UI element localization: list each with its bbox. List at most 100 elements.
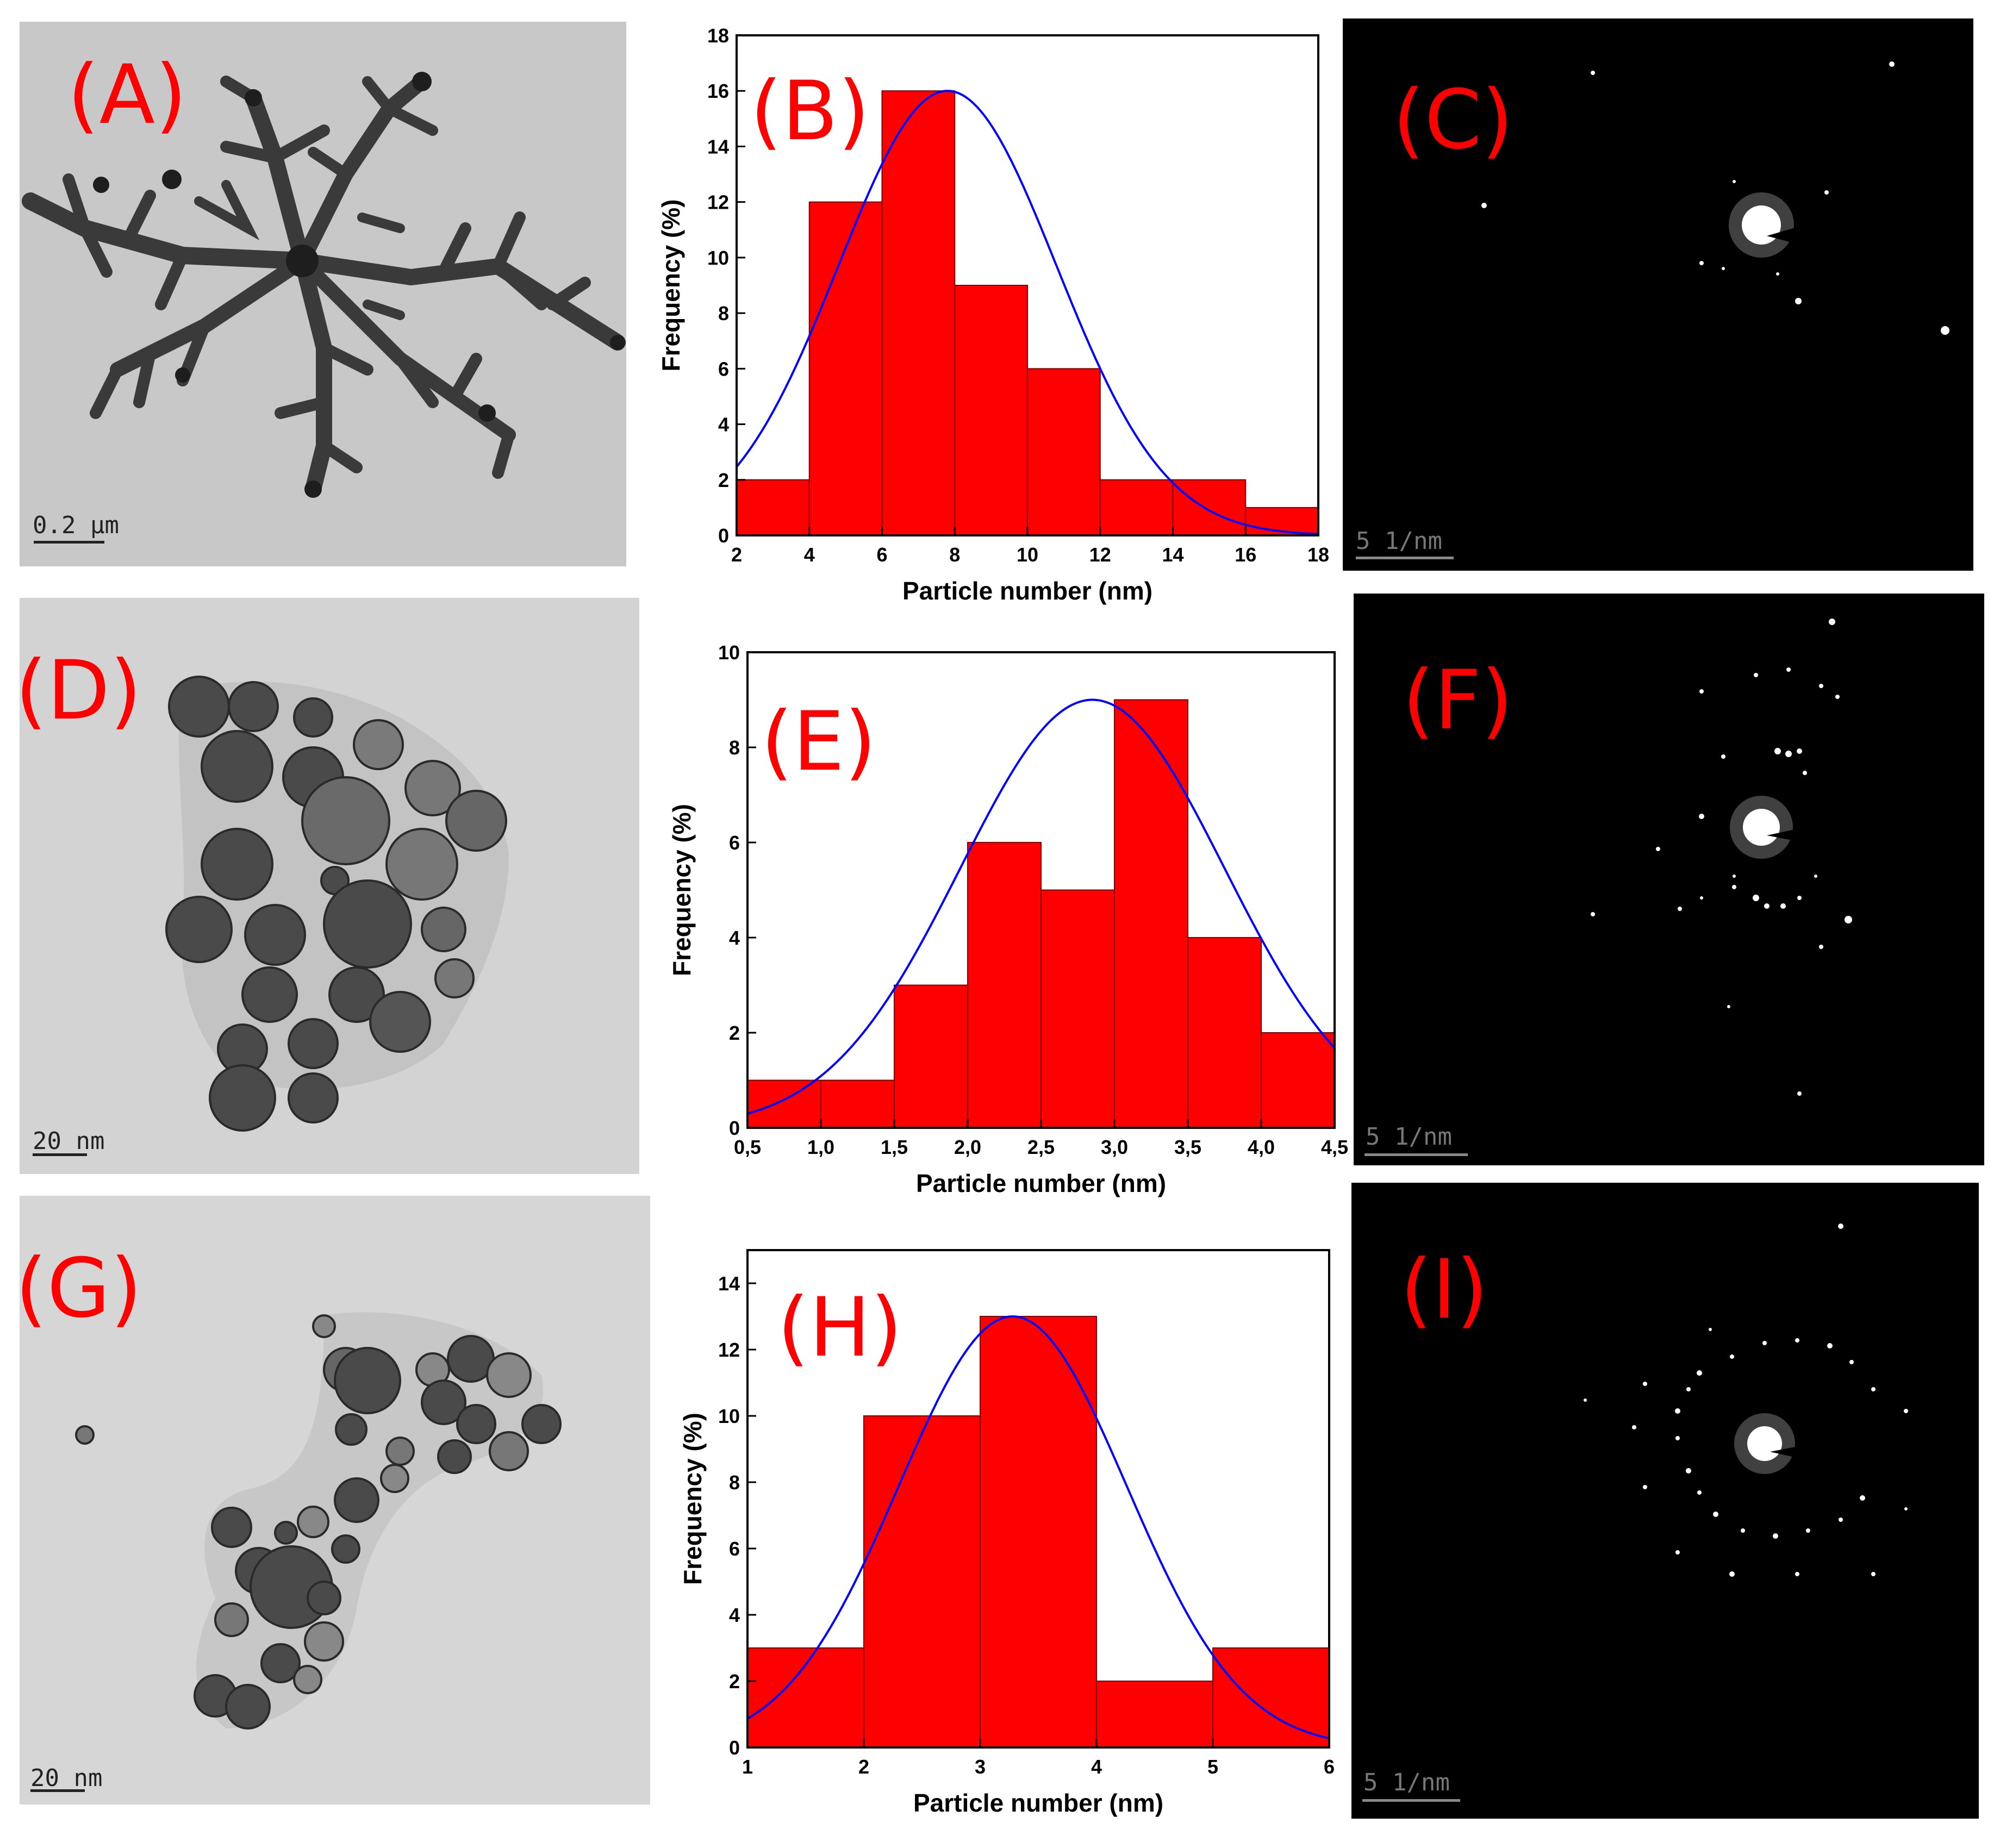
x-tick-label: 2 xyxy=(731,544,742,566)
x-tick-label: 0,5 xyxy=(734,1136,761,1158)
plot-frame xyxy=(746,1249,1330,1749)
x-tick-label: 2 xyxy=(858,1756,869,1778)
histogram-bar xyxy=(1172,479,1247,536)
x-axis-title: Particle number (nm) xyxy=(916,1169,1166,1197)
y-tick-label: 6 xyxy=(729,1538,740,1560)
diffraction-spots xyxy=(1354,594,1984,1165)
scale-bar-line xyxy=(1356,557,1454,559)
y-tick-label: 2 xyxy=(729,1670,740,1693)
x-tick-label: 10 xyxy=(1017,544,1038,566)
scale-bar-label: 5 1/nm xyxy=(1366,1123,1452,1151)
gaussian-fit-line xyxy=(747,698,1336,1115)
panel-label-g: (G) xyxy=(20,1241,142,1336)
tem-image-g: (G) 20 nm xyxy=(20,1196,650,1805)
y-tick-label: 6 xyxy=(718,358,729,380)
scale-bar-label: 0.2 µm xyxy=(33,511,119,539)
y-tick-label: 4 xyxy=(729,927,740,949)
x-tick-label: 1,5 xyxy=(881,1136,908,1158)
y-tick-label: 6 xyxy=(729,832,740,854)
tem-image-a: (A) 0.2 µm xyxy=(20,22,626,566)
saed-pattern-f: (F) 5 1/nm xyxy=(1354,594,1984,1165)
panel-label-f: (F) xyxy=(1403,653,1513,748)
histogram-bar xyxy=(1187,937,1262,1128)
y-axis-title: Frequency (%) xyxy=(657,199,685,372)
panel-label-a: (A) xyxy=(67,48,187,142)
diffraction-spots xyxy=(1351,1183,1979,1819)
x-tick-label: 12 xyxy=(1089,544,1111,566)
y-tick-label: 2 xyxy=(718,469,729,491)
histogram-bar xyxy=(1027,368,1101,536)
x-tick-label: 6 xyxy=(876,544,887,566)
saed-pattern-i: (I) 5 1/nm xyxy=(1351,1183,1979,1819)
x-tick-label: 4 xyxy=(1091,1756,1102,1778)
histogram-bar xyxy=(1099,479,1174,536)
x-tick-label: 3,0 xyxy=(1101,1136,1128,1158)
panel-label-h: (H) xyxy=(777,1281,902,1375)
x-tick-label: 8 xyxy=(949,544,960,566)
panel-label-e: (E) xyxy=(761,695,876,789)
x-tick-label: 4 xyxy=(804,544,815,566)
tem-image-d: (D) 20 nm xyxy=(20,598,639,1174)
scale-bar-line xyxy=(34,541,104,544)
nanoparticles xyxy=(20,1196,650,1805)
panel-label-i: (I) xyxy=(1400,1243,1488,1337)
histogram-h: 1 2 3 4 5 6 0 2 4 6 8 10 12 14 Particle number (nm) Fre… xyxy=(663,1228,1348,1848)
y-tick-label: 0 xyxy=(718,525,729,547)
scale-bar-label: 20 nm xyxy=(30,1764,103,1792)
histogram-bar xyxy=(1212,1647,1330,1748)
x-tick-label: 5 xyxy=(1207,1756,1218,1778)
x-tick-label: 2,5 xyxy=(1027,1136,1055,1158)
scale-bar-line xyxy=(33,1153,87,1156)
y-tick-label: 10 xyxy=(707,247,729,269)
x-tick-label: 2,0 xyxy=(954,1136,981,1158)
y-tick-label: 10 xyxy=(718,641,740,664)
histogram-bar xyxy=(980,1316,1097,1748)
x-tick-label: 14 xyxy=(1162,544,1183,566)
scale-bar-line xyxy=(1365,1153,1468,1156)
histogram-bar xyxy=(808,201,883,536)
panel-label-d: (D) xyxy=(20,644,142,738)
histogram-bar xyxy=(820,1079,895,1128)
y-tick-label: 2 xyxy=(729,1022,740,1044)
histogram-bar xyxy=(967,842,1042,1128)
x-tick-label: 3 xyxy=(975,1756,986,1778)
histogram-bar xyxy=(736,479,810,536)
dendrite-structure xyxy=(20,22,626,566)
x-tick-label: 6 xyxy=(1324,1756,1335,1778)
y-tick-label: 8 xyxy=(729,736,740,759)
x-tick-label: 4,5 xyxy=(1321,1136,1348,1158)
histogram-bar xyxy=(863,1415,981,1748)
panel-label-c: (C) xyxy=(1393,73,1513,167)
x-tick-label: 3,5 xyxy=(1174,1136,1201,1158)
histogram-bar xyxy=(1114,699,1188,1128)
x-axis-title: Particle number (nm) xyxy=(913,1789,1163,1817)
histogram-bar xyxy=(881,90,956,536)
diffraction-spots xyxy=(1343,18,1973,571)
y-axis-title: Frequency (%) xyxy=(678,1413,707,1585)
gaussian-fit-line xyxy=(746,1315,1330,1740)
histogram-bar xyxy=(894,984,968,1128)
x-tick-label: 1 xyxy=(742,1756,753,1778)
scale-bar-line xyxy=(30,1789,85,1792)
panel-label-b: (B) xyxy=(750,64,870,159)
saed-pattern-c: (C) 5 1/nm xyxy=(1343,18,1973,571)
scale-bar-label: 5 1/nm xyxy=(1363,1769,1450,1796)
y-tick-label: 8 xyxy=(729,1471,740,1494)
y-tick-label: 10 xyxy=(718,1405,740,1427)
histogram-bar xyxy=(747,1079,821,1128)
y-tick-label: 12 xyxy=(718,1339,740,1361)
scale-bar-line xyxy=(1362,1799,1460,1802)
y-tick-label: 18 xyxy=(707,24,729,47)
x-axis-title: Particle number (nm) xyxy=(902,577,1152,605)
x-tick-label: 16 xyxy=(1235,544,1256,566)
y-tick-label: 0 xyxy=(729,1737,740,1759)
histogram-bar xyxy=(954,285,1028,536)
nanoparticles xyxy=(20,598,639,1174)
histogram-bar xyxy=(1261,1032,1335,1128)
histogram-b: 2 4 6 8 10 12 14 16 18 0 2 4 6 8 10 12 14 16 18 Particle nu… xyxy=(641,22,1343,636)
histogram-e-svg: 0,5 1,0 1,5 2,0 2,5 3,0 3,5 4,0 4,5 0 2 4 6 8 10 Partic… xyxy=(668,641,1348,1197)
x-tick-label: 18 xyxy=(1307,544,1329,566)
y-tick-label: 16 xyxy=(707,80,729,102)
